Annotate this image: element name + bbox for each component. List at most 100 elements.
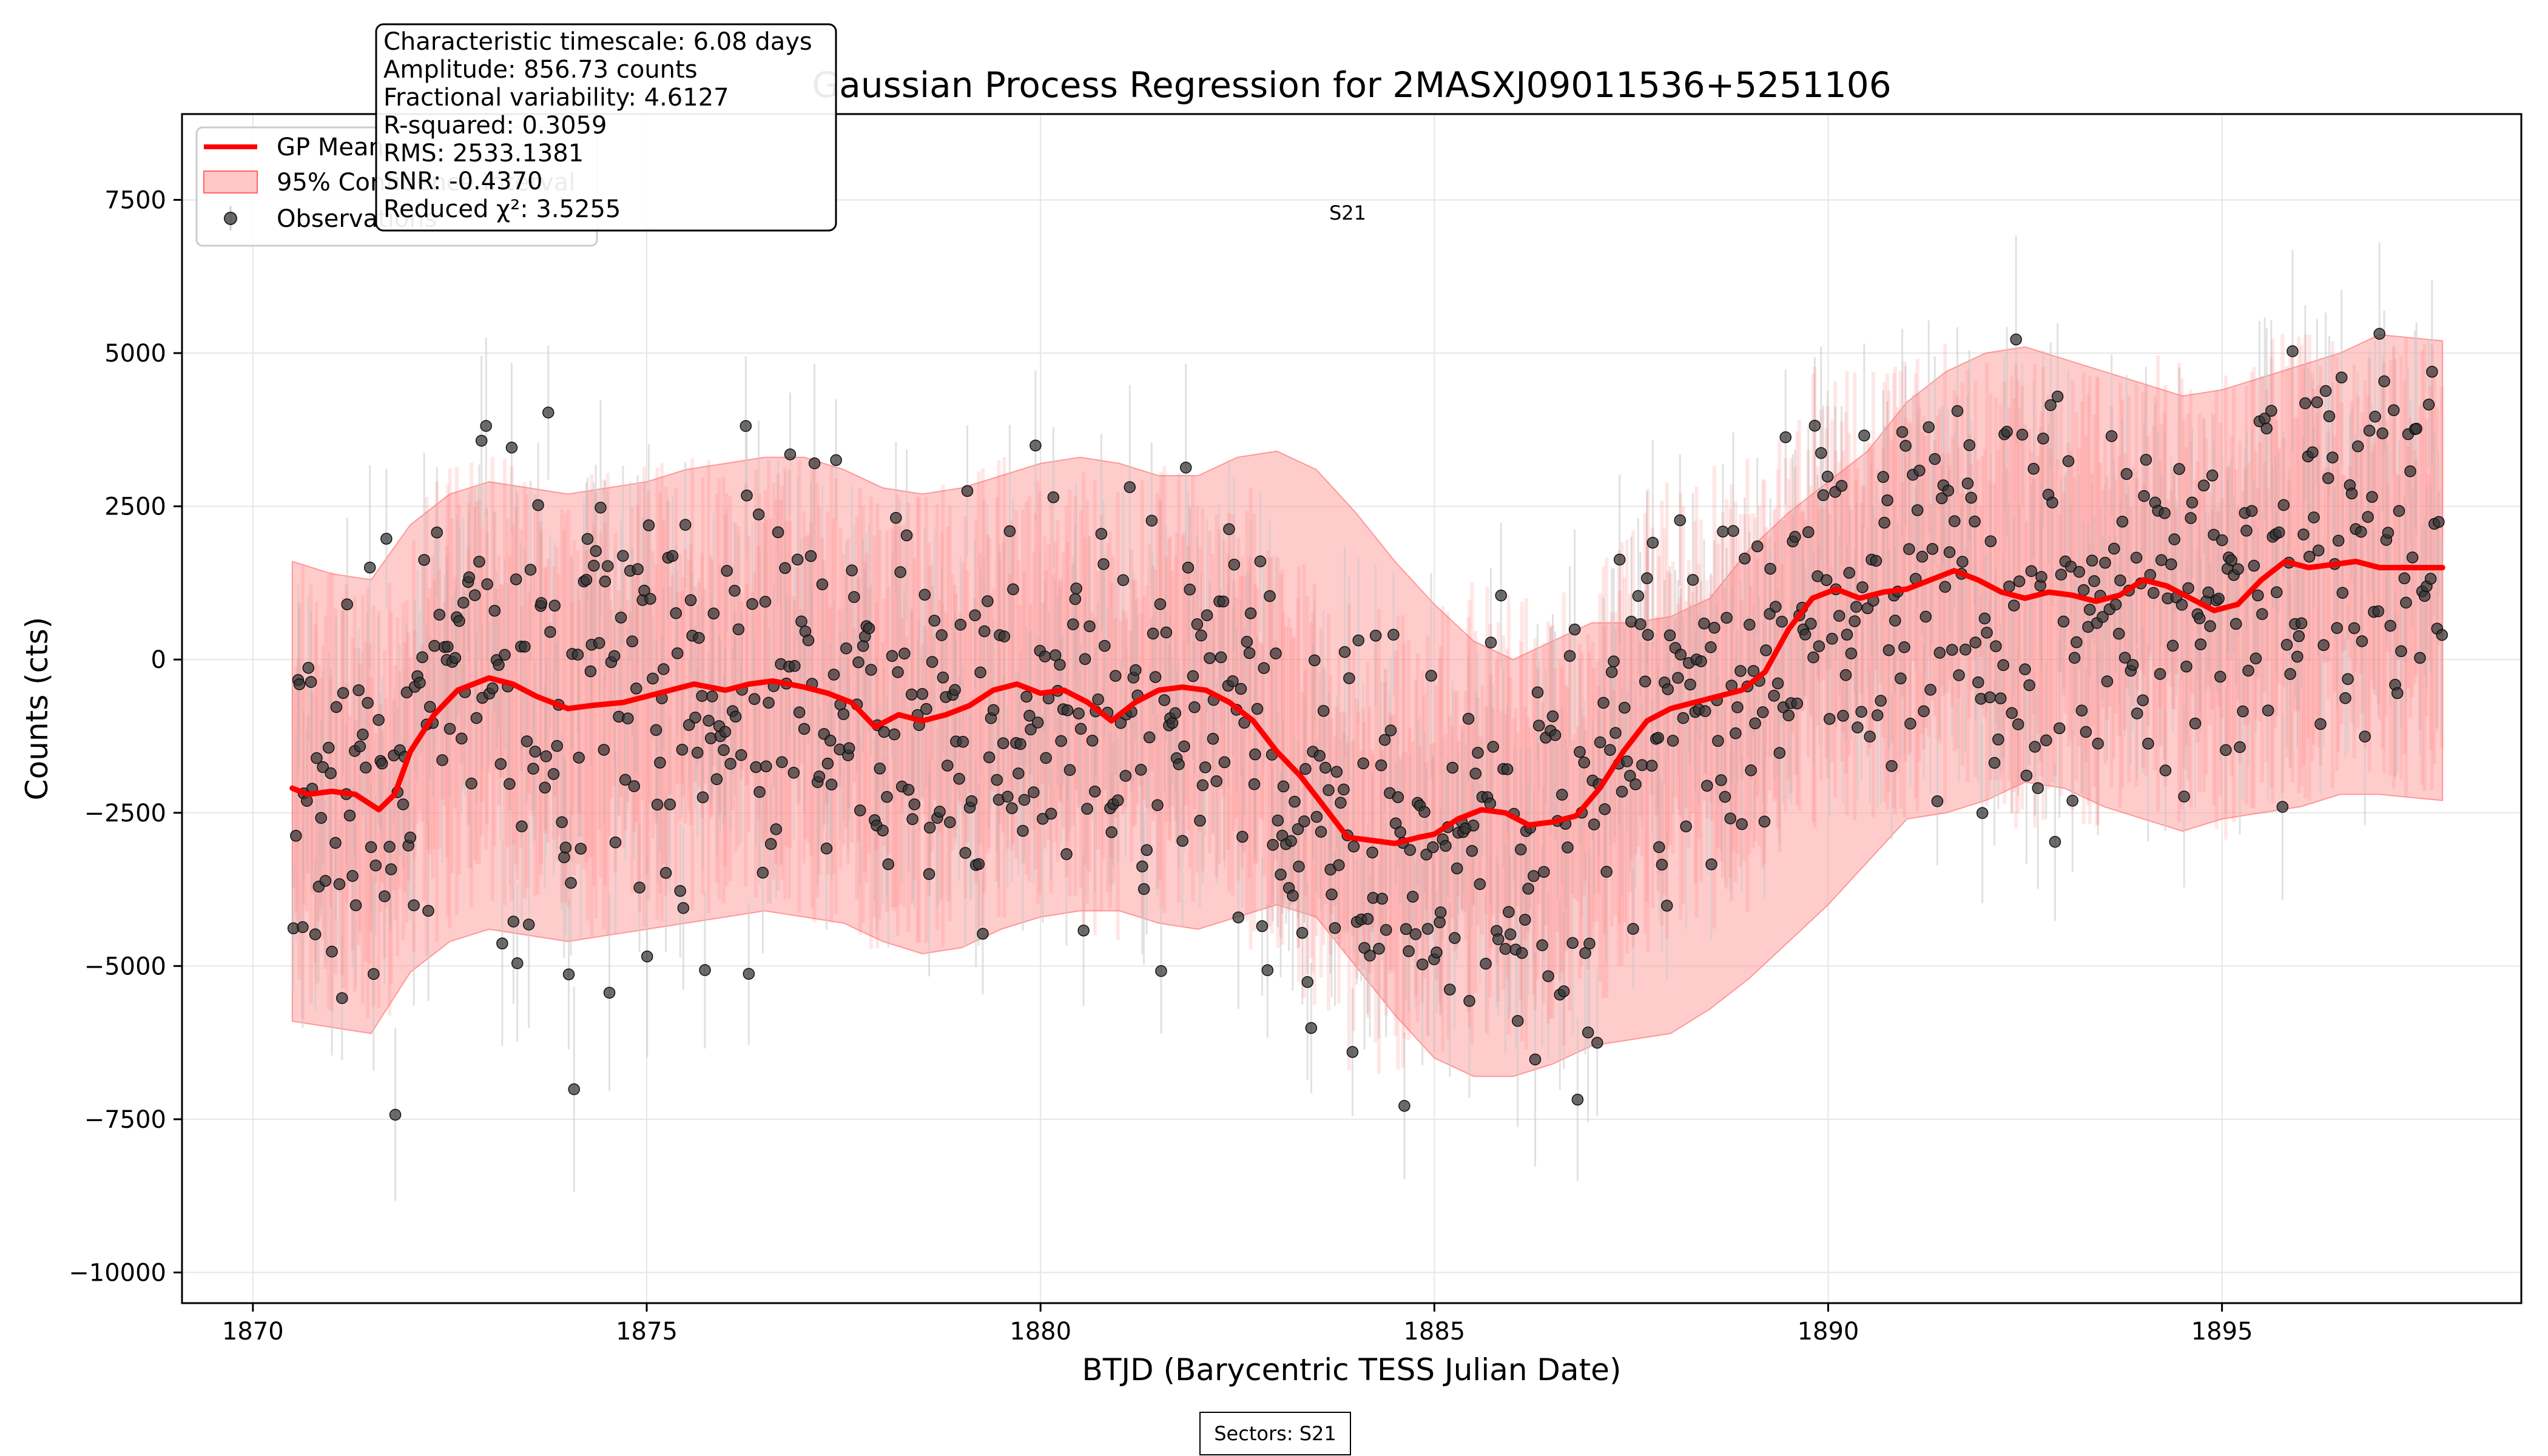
observation-point bbox=[802, 634, 815, 647]
observation-point bbox=[2080, 726, 2092, 738]
observation-point bbox=[1444, 983, 1456, 996]
observation-point bbox=[588, 559, 600, 572]
observation-point bbox=[923, 868, 935, 880]
observation-point bbox=[1335, 797, 1347, 809]
observation-point bbox=[666, 550, 679, 562]
observation-point bbox=[1981, 627, 1993, 639]
observation-point bbox=[1815, 447, 1827, 459]
observation-point bbox=[1889, 615, 1901, 627]
observation-point bbox=[2273, 526, 2285, 539]
observation-point bbox=[764, 838, 777, 850]
observation-point bbox=[1404, 844, 1416, 856]
observation-point bbox=[1398, 1100, 1410, 1112]
observation-point bbox=[969, 609, 981, 621]
observation-point bbox=[1394, 826, 1406, 838]
observation-point bbox=[1717, 525, 1729, 538]
observation-point bbox=[750, 761, 762, 774]
observation-point bbox=[2351, 440, 2364, 453]
observation-point bbox=[2291, 650, 2304, 663]
observation-point bbox=[684, 594, 697, 607]
observation-point bbox=[2369, 410, 2381, 423]
observation-point bbox=[1145, 514, 1158, 527]
observation-point bbox=[696, 690, 708, 702]
observation-point bbox=[2299, 397, 2311, 410]
observation-point bbox=[2023, 679, 2035, 692]
observation-point bbox=[2245, 505, 2258, 517]
observation-point bbox=[1492, 933, 1505, 945]
observation-point bbox=[2147, 587, 2160, 599]
observation-point bbox=[1403, 945, 1415, 957]
observation-point bbox=[1141, 844, 1153, 856]
observation-point bbox=[1933, 647, 1946, 659]
observation-point bbox=[1566, 937, 1579, 949]
observation-point bbox=[926, 656, 939, 668]
observation-point bbox=[791, 553, 804, 566]
observation-point bbox=[336, 992, 348, 1005]
y-tick-label: −2500 bbox=[84, 800, 166, 827]
observation-point bbox=[317, 761, 329, 774]
observation-point bbox=[2204, 620, 2216, 632]
observation-point bbox=[1440, 840, 1452, 852]
observation-point bbox=[2001, 425, 2013, 438]
observation-point bbox=[2234, 741, 2246, 753]
observation-point bbox=[2116, 516, 2129, 528]
observation-point bbox=[746, 598, 758, 610]
observation-point bbox=[389, 1108, 402, 1121]
observation-point bbox=[2308, 511, 2320, 524]
observation-point bbox=[804, 550, 817, 562]
observation-point bbox=[1918, 705, 1930, 718]
observation-point bbox=[1578, 757, 1590, 769]
observation-point bbox=[372, 714, 385, 726]
observation-point bbox=[2230, 618, 2242, 630]
observation-point bbox=[1434, 916, 1446, 929]
observation-point bbox=[1515, 843, 1527, 855]
observation-point bbox=[908, 798, 921, 811]
observation-point bbox=[1969, 515, 1981, 528]
observation-point bbox=[2075, 704, 2088, 716]
observation-point bbox=[1023, 709, 1036, 722]
observation-point bbox=[961, 485, 974, 497]
observation-point bbox=[1963, 439, 1976, 451]
observation-point bbox=[642, 519, 655, 531]
observation-point bbox=[2040, 734, 2052, 747]
observation-point bbox=[369, 859, 382, 872]
observation-point bbox=[1674, 649, 1687, 661]
gp-mean-layer bbox=[289, 559, 2445, 846]
observation-point bbox=[2335, 371, 2348, 383]
observation-point bbox=[2307, 446, 2319, 459]
observation-point bbox=[820, 842, 833, 855]
observation-point bbox=[1191, 618, 1204, 630]
observation-point bbox=[1727, 525, 1739, 537]
observation-point bbox=[436, 754, 448, 766]
observation-point bbox=[468, 589, 481, 601]
observation-point bbox=[1243, 647, 1256, 659]
observation-point bbox=[1178, 740, 1190, 753]
observation-point bbox=[376, 757, 388, 770]
observation-point bbox=[2355, 525, 2367, 538]
observation-point bbox=[1751, 540, 1764, 553]
observation-point bbox=[1249, 748, 1261, 761]
observation-point bbox=[1487, 741, 1499, 753]
observation-point bbox=[1529, 1053, 1542, 1066]
observation-point bbox=[1699, 705, 1711, 717]
observation-point bbox=[2077, 584, 2090, 596]
observation-point bbox=[1270, 647, 1282, 659]
observation-point bbox=[2356, 635, 2368, 647]
observation-point bbox=[2062, 455, 2075, 467]
observation-point bbox=[741, 490, 753, 502]
observation-point bbox=[1013, 767, 1025, 780]
observation-point bbox=[1875, 695, 1887, 707]
observation-point bbox=[1677, 712, 1690, 724]
observation-point bbox=[1317, 705, 1330, 717]
observation-point bbox=[2182, 582, 2194, 595]
observation-point bbox=[1069, 593, 1082, 605]
observation-point bbox=[2099, 556, 2111, 569]
observation-point bbox=[2105, 430, 2118, 442]
observation-point bbox=[357, 728, 369, 741]
observation-point bbox=[1791, 697, 1804, 710]
observation-point bbox=[475, 434, 488, 447]
observation-point bbox=[1639, 675, 1651, 688]
observation-point bbox=[983, 751, 996, 764]
observation-point bbox=[1201, 609, 1213, 621]
observation-point bbox=[633, 881, 645, 894]
